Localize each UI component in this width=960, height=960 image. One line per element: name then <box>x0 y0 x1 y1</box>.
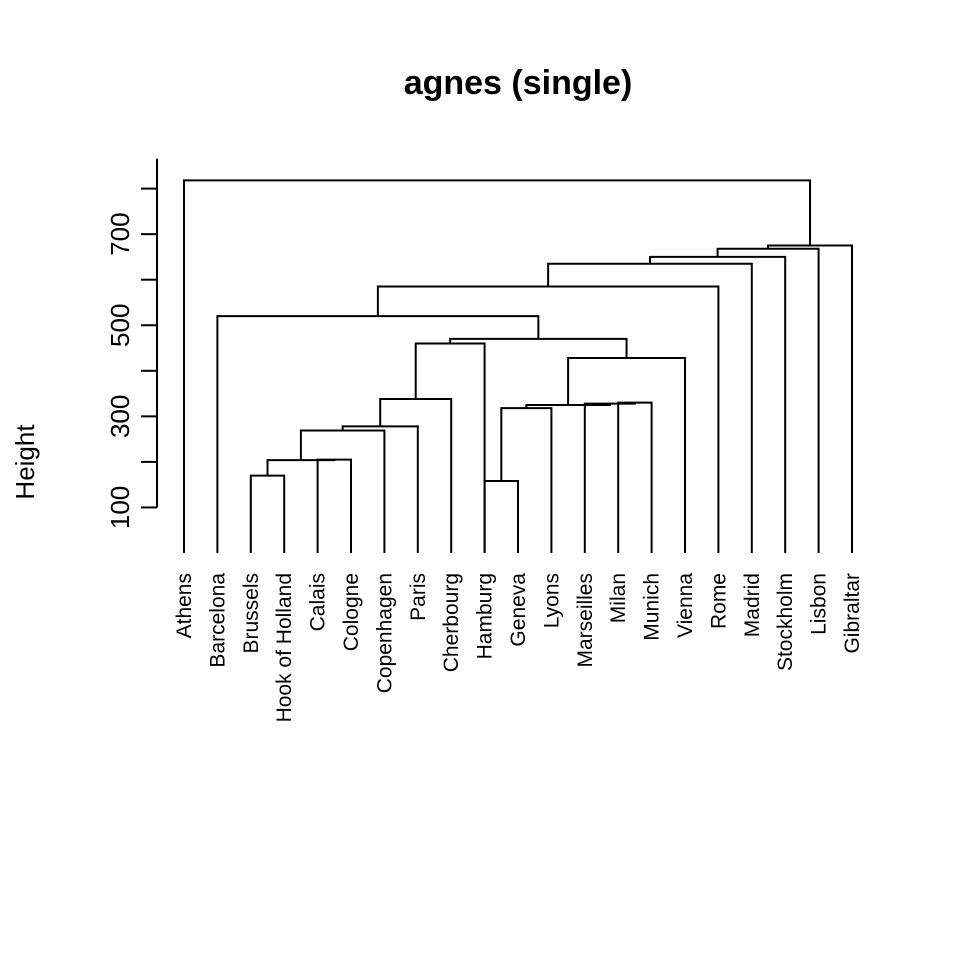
leaf-label: Stockholm <box>774 573 797 671</box>
leaf-label: Munich <box>641 573 664 641</box>
leaf-label: Vienna <box>674 573 697 638</box>
leaf-label: Calais <box>307 573 330 631</box>
y-axis-label: Height <box>10 424 40 500</box>
dendrogram-branches <box>183 179 853 553</box>
leaf-label: Milan <box>607 573 630 623</box>
chart-title: agnes (single) <box>404 64 633 102</box>
dendrogram-branch <box>249 474 286 553</box>
leaf-label: Barcelona <box>206 573 229 668</box>
dendrogram-branch <box>767 244 853 553</box>
leaf-label: Lyons <box>540 573 563 628</box>
leaf-label: Cherbourg <box>440 573 463 672</box>
leaf-label: Hook of Holland <box>273 573 296 722</box>
y-tick-label: 700 <box>105 212 135 255</box>
leaf-label: Brussels <box>240 573 263 654</box>
leaf-label: Paris <box>407 573 430 621</box>
dendrogram-branch <box>183 179 812 553</box>
y-axis: 100 300 500 700 <box>105 158 158 529</box>
leaf-label: Rome <box>707 573 730 629</box>
dendrogram-branch <box>449 337 628 359</box>
leaf-label: Gibraltar <box>841 573 864 654</box>
leaf-label: Cologne <box>340 573 363 651</box>
dendrogram-branch <box>376 285 720 553</box>
dendrogram-branch <box>483 480 519 553</box>
y-tick-label: 300 <box>105 395 135 438</box>
leaf-label: Madrid <box>741 573 764 637</box>
y-tick-label: 500 <box>105 304 135 347</box>
dendrogram-branch <box>547 262 753 553</box>
dendrogram-branch <box>216 315 540 553</box>
leaf-label: Copenhagen <box>373 573 396 693</box>
dendrogram-branch <box>341 425 419 553</box>
dendrogram-branch <box>379 398 453 553</box>
dendrogram-branch <box>266 459 336 476</box>
leaf-label: Hamburg <box>474 573 497 659</box>
leaf-label: Marseilles <box>574 573 597 668</box>
dendrogram-branch <box>583 402 636 553</box>
leaf-label: Geneva <box>507 573 530 647</box>
dendrogram-branch <box>414 342 486 553</box>
dendrogram-branch <box>299 429 386 553</box>
y-tick-label: 100 <box>105 486 135 529</box>
leaf-labels: Athens Barcelona Brussels Hook of Holland Ca… <box>173 573 864 723</box>
leaf-label: Lisbon <box>808 573 831 635</box>
dendrogram-branch <box>617 401 653 553</box>
dendrogram-branch <box>716 247 820 553</box>
leaf-label: Athens <box>173 573 196 638</box>
dendrogram-branch <box>316 458 352 553</box>
